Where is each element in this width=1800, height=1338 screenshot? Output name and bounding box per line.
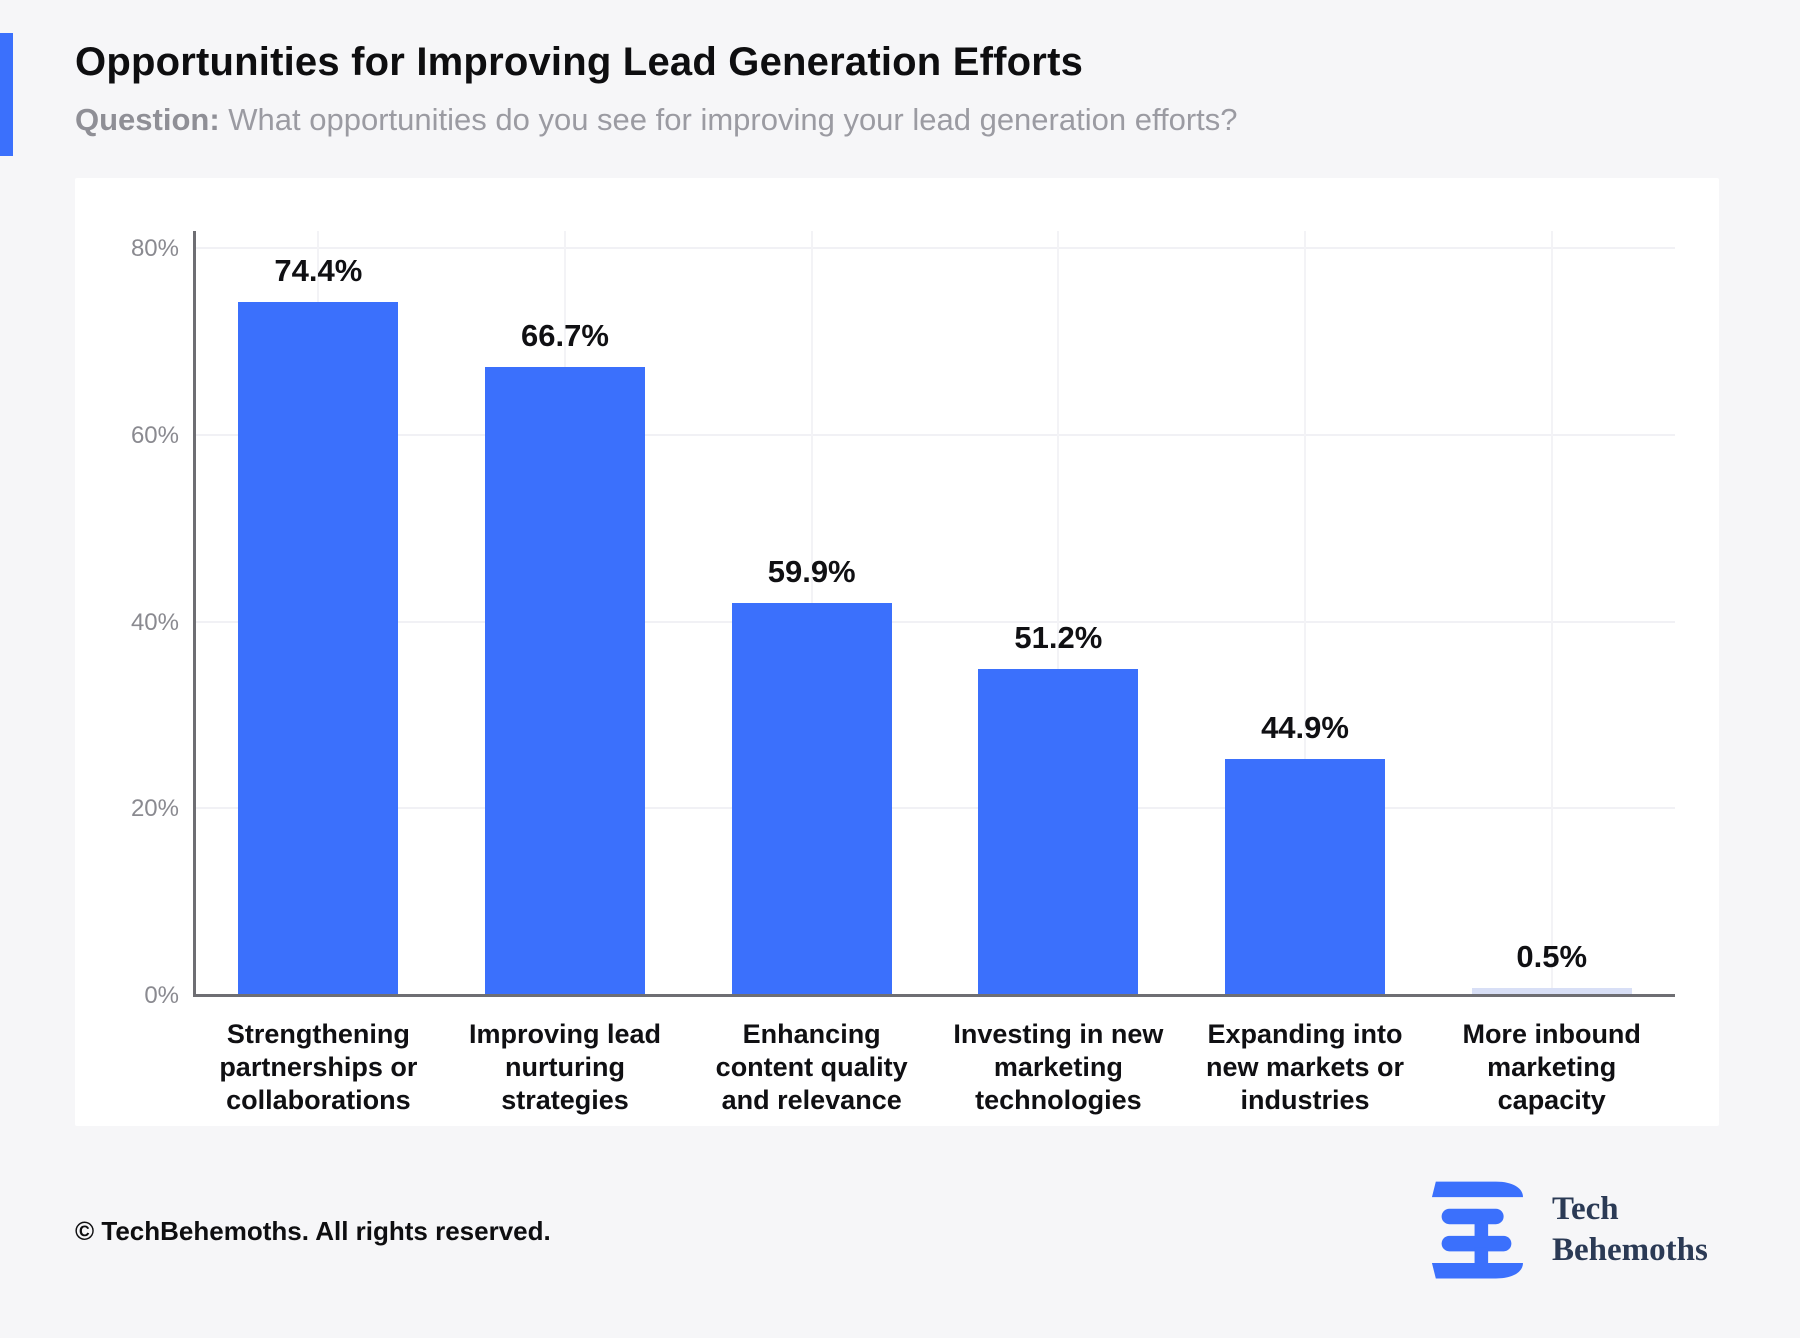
bar-value-label: 0.5% bbox=[1516, 938, 1588, 974]
bar bbox=[978, 669, 1139, 996]
bar-value-label: 59.9% bbox=[767, 553, 856, 589]
page-title: Opportunities for Improving Lead Generat… bbox=[75, 40, 1084, 84]
copyright-text: © TechBehemoths. All rights reserved. bbox=[75, 1216, 551, 1246]
gridline-v bbox=[1304, 231, 1306, 996]
bar-slot: 0.5% bbox=[1428, 231, 1675, 996]
question-subtitle: Question: What opportunities do you see … bbox=[75, 102, 1675, 138]
logo-text-line1: Tech bbox=[1552, 1191, 1619, 1227]
y-axis-line bbox=[193, 231, 196, 997]
y-tick-label: 20% bbox=[130, 795, 179, 823]
accent-bar bbox=[0, 33, 13, 156]
bar bbox=[485, 366, 645, 996]
gridline-h bbox=[195, 620, 1675, 623]
techbehemoths-logo: Tech Behemoths bbox=[1430, 1181, 1708, 1279]
gridline-v bbox=[1550, 231, 1553, 996]
question-text: What opportunities do you see for improv… bbox=[219, 102, 1238, 137]
y-tick-label: 0% bbox=[144, 982, 179, 1009]
category-labels-row: Strengthening partnerships or collaborat… bbox=[195, 1018, 1675, 1117]
x-axis-line bbox=[193, 994, 1675, 997]
chart-panel: 74.4% 66.7% 59.9% 51.2% 44.9% 0.5% Strengthen… bbox=[75, 178, 1719, 1126]
bar-slot: 59.9% bbox=[688, 231, 935, 996]
bar-slot: 44.9% bbox=[1182, 231, 1429, 996]
bar bbox=[238, 302, 399, 996]
techbehemoths-logo-text: Tech Behemoths bbox=[1552, 1189, 1708, 1271]
y-tick-label: 60% bbox=[130, 421, 179, 449]
bar-value-label: 74.4% bbox=[274, 253, 363, 289]
category-label: Improving lead nurturing strategies bbox=[468, 1019, 662, 1115]
category-label: Strengthening partnerships or collaborat… bbox=[219, 1019, 418, 1115]
plot-area: 74.4% 66.7% 59.9% 51.2% 44.9% 0.5% bbox=[193, 231, 1675, 997]
bar-slot: 66.7% bbox=[442, 231, 689, 996]
category-label: Expanding into new markets or industries bbox=[1205, 1019, 1405, 1115]
y-tick-label: 40% bbox=[130, 608, 179, 636]
bar-value-label: 66.7% bbox=[521, 317, 609, 353]
category-label: Enhancing content quality and relevance bbox=[715, 1019, 908, 1115]
bar bbox=[1225, 758, 1386, 996]
logo-text-line2: Behemoths bbox=[1552, 1232, 1708, 1268]
category-label: Investing in new marketing technologies bbox=[953, 1019, 1164, 1115]
gridline-h bbox=[195, 247, 1675, 249]
category-label: More inbound marketing capacity bbox=[1462, 1019, 1641, 1115]
techbehemoths-logo-icon bbox=[1431, 1181, 1523, 1279]
bar-slot: 51.2% bbox=[935, 231, 1182, 996]
bar-value-label: 44.9% bbox=[1261, 709, 1349, 745]
bars-layer: 74.4% 66.7% 59.9% 51.2% 44.9% 0.5% bbox=[195, 231, 1675, 996]
bar-slot: 74.4% bbox=[195, 231, 442, 996]
question-label: Question: bbox=[75, 102, 220, 137]
bar bbox=[1471, 987, 1632, 996]
gridline-h bbox=[195, 807, 1675, 810]
gridline-h bbox=[195, 433, 1675, 436]
bar-value-label: 51.2% bbox=[1014, 620, 1103, 656]
bar bbox=[731, 602, 892, 996]
y-tick-label: 80% bbox=[130, 235, 179, 262]
gridline-v bbox=[1057, 231, 1060, 996]
